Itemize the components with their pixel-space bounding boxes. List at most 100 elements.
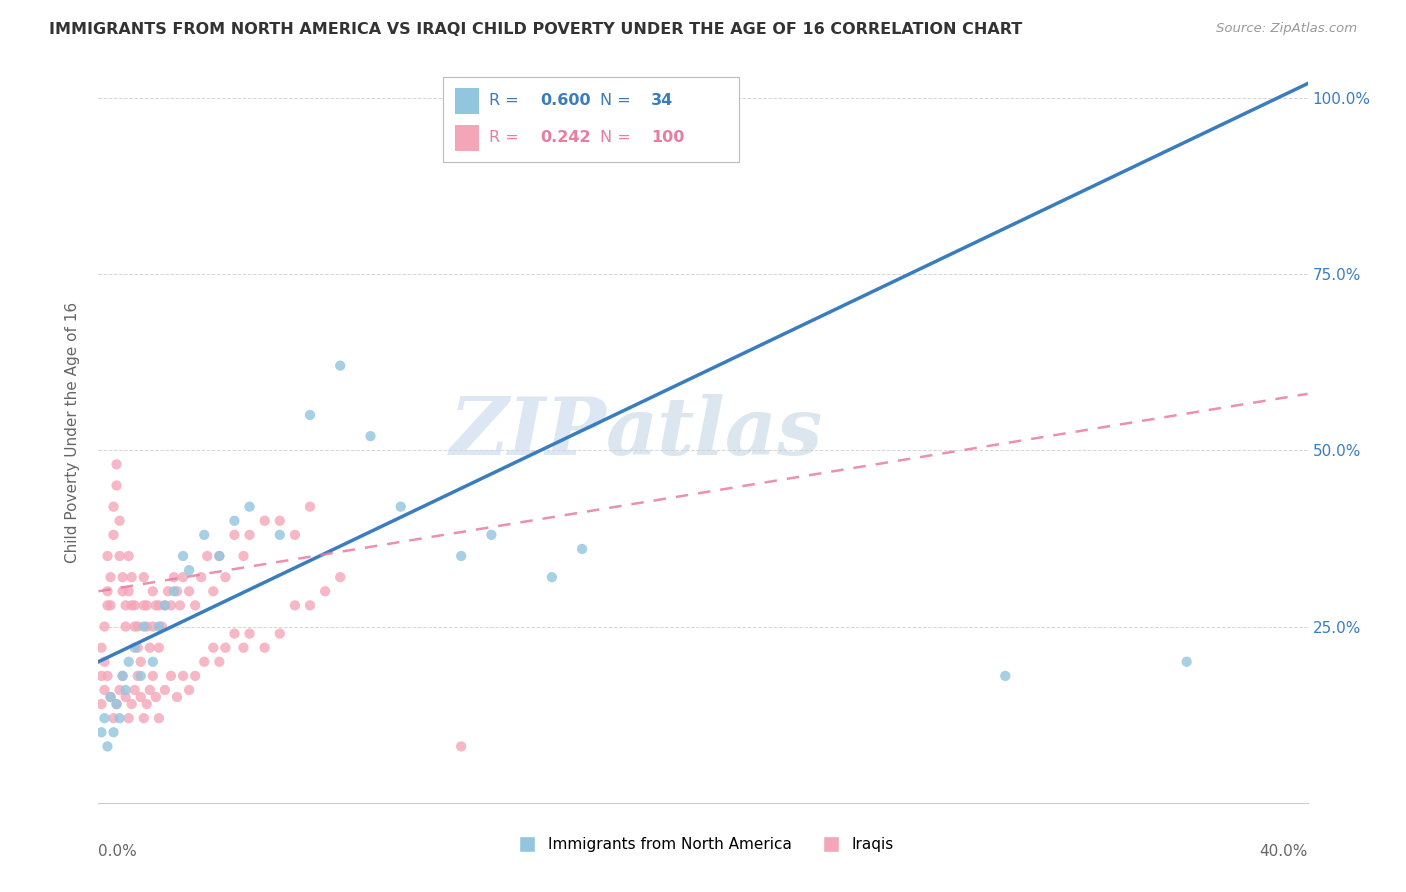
Point xyxy=(284,528,307,542)
Point xyxy=(360,429,382,443)
Point xyxy=(129,655,152,669)
Text: 0.242: 0.242 xyxy=(540,130,591,145)
Point xyxy=(93,683,115,698)
Point xyxy=(132,619,155,633)
Point xyxy=(179,683,201,698)
Point xyxy=(193,655,215,669)
Point xyxy=(105,697,128,711)
Point xyxy=(329,359,352,373)
Point xyxy=(111,570,134,584)
Point xyxy=(132,711,155,725)
Point xyxy=(179,563,201,577)
Point xyxy=(284,599,307,613)
Point xyxy=(253,640,276,655)
Text: 100: 100 xyxy=(651,130,685,145)
Point xyxy=(96,584,118,599)
Point xyxy=(124,599,146,613)
Point xyxy=(450,739,472,754)
Point xyxy=(100,570,122,584)
Point xyxy=(239,500,262,514)
Point xyxy=(148,640,170,655)
Point xyxy=(114,683,136,698)
Point xyxy=(135,619,157,633)
Point xyxy=(103,500,125,514)
Point xyxy=(90,640,112,655)
Bar xyxy=(456,87,479,114)
Point xyxy=(163,584,186,599)
Point xyxy=(121,599,143,613)
Point xyxy=(208,549,231,563)
Point xyxy=(389,500,412,514)
Point xyxy=(100,690,122,704)
Point xyxy=(160,599,183,613)
Point xyxy=(132,599,155,613)
Point xyxy=(202,584,225,599)
Point xyxy=(127,619,149,633)
Point xyxy=(190,570,212,584)
Point xyxy=(100,599,122,613)
Point xyxy=(540,570,562,584)
Point xyxy=(124,640,146,655)
Point xyxy=(142,619,165,633)
Point xyxy=(139,640,162,655)
Point xyxy=(450,549,472,563)
Point xyxy=(269,514,291,528)
Point xyxy=(202,640,225,655)
Point xyxy=(214,640,236,655)
Point xyxy=(124,619,146,633)
Point xyxy=(111,669,134,683)
Point xyxy=(93,619,115,633)
Point xyxy=(93,655,115,669)
Point xyxy=(105,458,128,472)
Point xyxy=(108,514,131,528)
Text: N =: N = xyxy=(600,130,636,145)
Y-axis label: Child Poverty Under the Age of 16: Child Poverty Under the Age of 16 xyxy=(65,302,80,563)
Point xyxy=(103,711,125,725)
Point xyxy=(105,697,128,711)
Point xyxy=(132,570,155,584)
Text: R =: R = xyxy=(489,130,524,145)
Point xyxy=(108,549,131,563)
Point xyxy=(153,599,176,613)
Point xyxy=(96,599,118,613)
Point xyxy=(142,584,165,599)
Point xyxy=(224,514,246,528)
Point xyxy=(96,669,118,683)
Point xyxy=(148,619,170,633)
Point xyxy=(118,655,141,669)
Point xyxy=(153,683,176,698)
Point xyxy=(150,619,173,633)
Point xyxy=(994,669,1017,683)
Point xyxy=(314,584,336,599)
Point xyxy=(129,669,152,683)
Text: 40.0%: 40.0% xyxy=(1260,844,1308,858)
Point xyxy=(239,528,262,542)
Point xyxy=(118,584,141,599)
Text: N =: N = xyxy=(600,94,636,109)
Point xyxy=(269,528,291,542)
Point xyxy=(329,570,352,584)
Point xyxy=(166,584,188,599)
Point xyxy=(224,528,246,542)
Point xyxy=(239,626,262,640)
Text: Source: ZipAtlas.com: Source: ZipAtlas.com xyxy=(1216,22,1357,36)
Point xyxy=(166,690,188,704)
Point xyxy=(269,626,291,640)
Point xyxy=(214,570,236,584)
Point xyxy=(571,541,593,556)
Point xyxy=(193,528,215,542)
Text: 34: 34 xyxy=(651,94,673,109)
Point xyxy=(90,669,112,683)
Text: ZIP: ZIP xyxy=(450,394,606,471)
Point xyxy=(184,669,207,683)
Point xyxy=(299,599,322,613)
Point xyxy=(100,690,122,704)
Point xyxy=(127,640,149,655)
Bar xyxy=(456,125,479,152)
Point xyxy=(135,599,157,613)
Point xyxy=(142,655,165,669)
Point xyxy=(163,570,186,584)
Point xyxy=(114,690,136,704)
Point xyxy=(129,690,152,704)
Point xyxy=(103,725,125,739)
